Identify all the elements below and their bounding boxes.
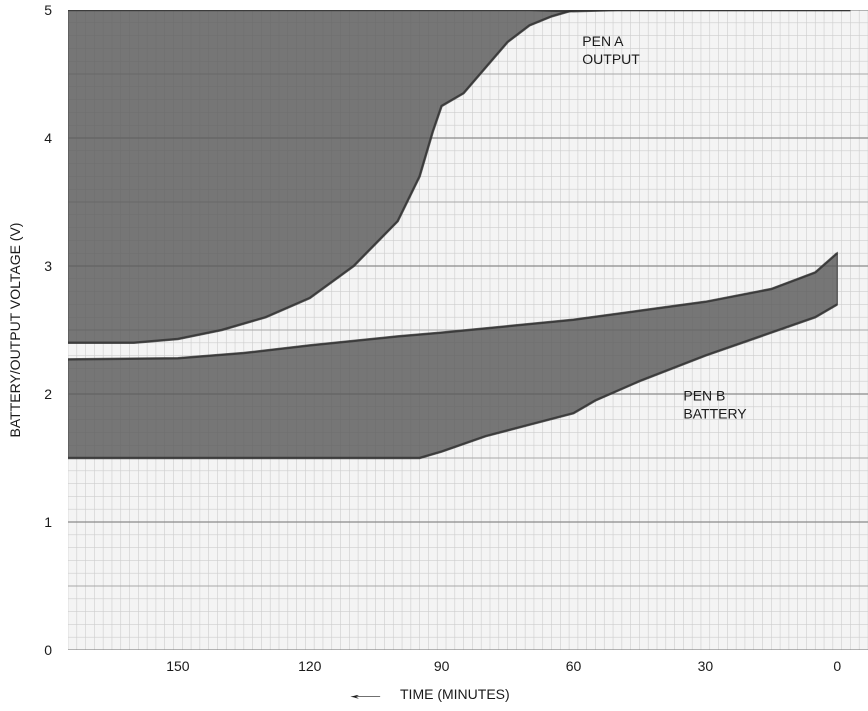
trace-pen-b-upper — [68, 252, 839, 361]
x-axis-title: ← TIME (MINUTES) — [340, 686, 510, 702]
y-tick-label: 4 — [44, 130, 52, 146]
annotation-label: PEN A OUTPUT — [582, 33, 640, 67]
x-tick-label: 120 — [298, 658, 322, 674]
x-axis-label: TIME (MINUTES) — [400, 686, 510, 702]
x-tick-label: 0 — [833, 658, 841, 674]
annotation-line: BATTERY — [683, 405, 747, 421]
y-tick-label: 0 — [44, 642, 52, 658]
trace-pen-b-lower — [68, 303, 838, 460]
annotation-line: OUTPUT — [582, 51, 640, 67]
annotation-label: PEN B BATTERY — [683, 387, 747, 421]
x-tick-label: 90 — [434, 658, 450, 674]
trace-pen-a-lower — [68, 10, 851, 345]
y-axis-label: BATTERY/OUTPUT VOLTAGE (V) — [7, 223, 23, 438]
y-tick-label: 2 — [44, 386, 52, 402]
series-group — [68, 10, 851, 460]
annotations: PEN A OUTPUT PEN B BATTERY — [582, 33, 747, 422]
annotation-line: PEN B — [683, 387, 725, 403]
x-axis-arrow: ← — [340, 686, 390, 702]
x-tick-label: 150 — [166, 658, 190, 674]
x-tick-label: 60 — [566, 658, 582, 674]
y-tick-label: 1 — [44, 514, 52, 530]
annotation-line: PEN A — [582, 33, 624, 49]
x-tick-label: 30 — [698, 658, 714, 674]
y-tick-labels: 0 1 2 3 4 5 — [44, 2, 52, 658]
x-tick-labels: 150 120 90 60 30 0 — [166, 658, 841, 674]
y-tick-label: 3 — [44, 258, 52, 274]
y-tick-label: 5 — [44, 2, 52, 18]
